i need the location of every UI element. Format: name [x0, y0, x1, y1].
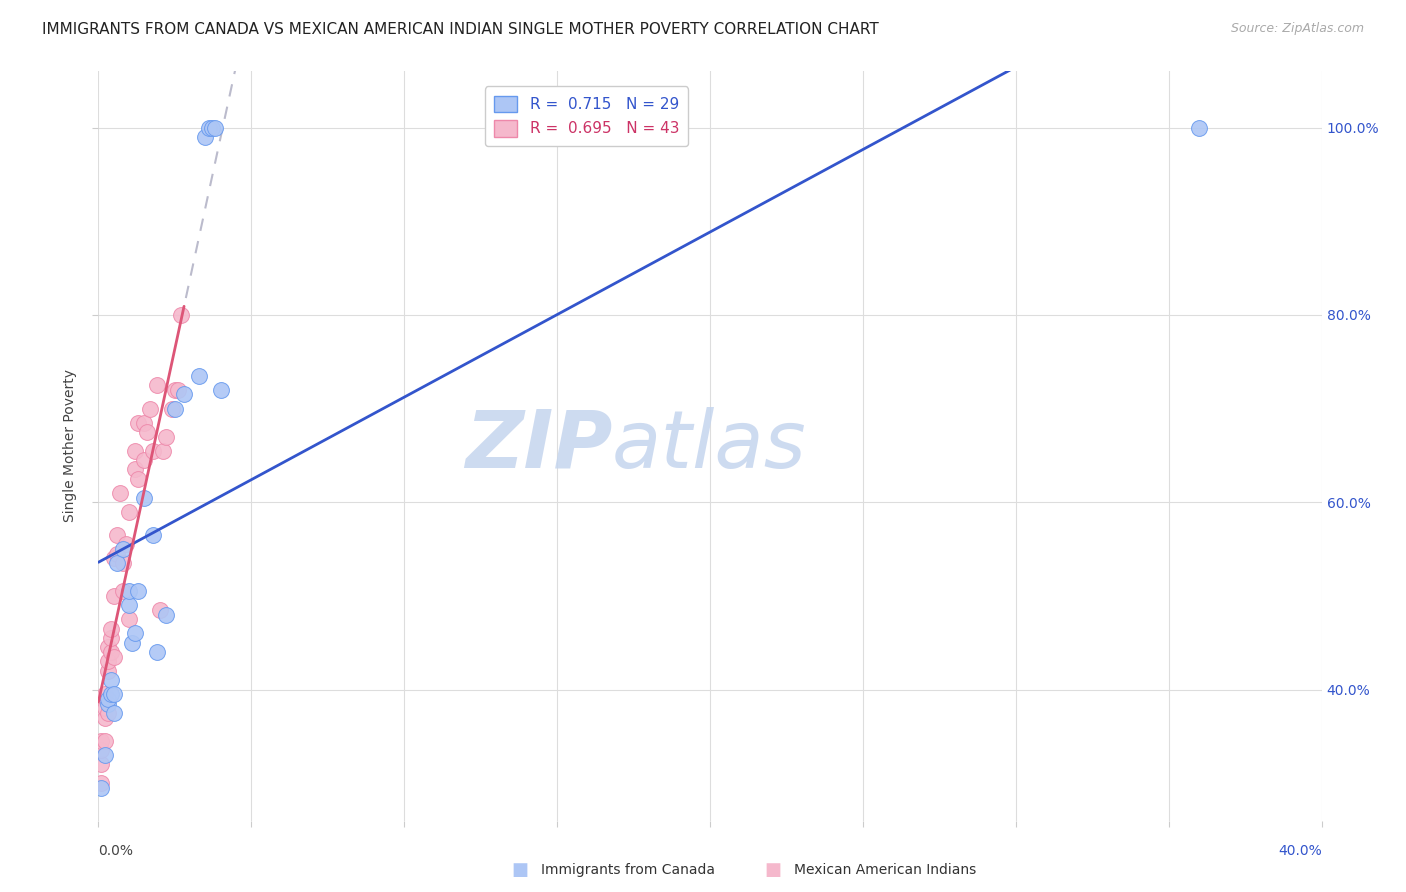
Point [97, 664, 120, 678]
Point [93, 687, 115, 701]
Point [97, 640, 120, 655]
Point [163, 401, 186, 416]
Text: ■: ■ [765, 861, 782, 879]
Point [139, 401, 162, 416]
Point [167, 383, 190, 397]
Point [97, 655, 120, 669]
Text: Immigrants from Canada: Immigrants from Canada [541, 863, 716, 877]
Point [90, 776, 112, 790]
Point [204, 120, 226, 135]
Point [134, 416, 156, 430]
Point [160, 401, 183, 416]
Point [97, 706, 120, 720]
Point [124, 462, 146, 476]
Point [142, 443, 165, 458]
Point [111, 556, 134, 570]
Text: 0.0%: 0.0% [98, 844, 134, 858]
Point [90, 734, 112, 748]
Point [105, 547, 128, 561]
Point [142, 528, 165, 542]
Text: 40.0%: 40.0% [1278, 844, 1322, 858]
Point [124, 626, 146, 640]
Point [100, 687, 122, 701]
Point [115, 537, 138, 551]
Point [136, 425, 159, 439]
Point [103, 687, 125, 701]
Text: Mexican American Indians: Mexican American Indians [794, 863, 977, 877]
Text: ■: ■ [512, 861, 529, 879]
Point [127, 416, 149, 430]
Point [90, 743, 112, 757]
Point [118, 599, 141, 613]
Legend: R =  0.715   N = 29, R =  0.695   N = 43: R = 0.715 N = 29, R = 0.695 N = 43 [485, 87, 688, 145]
Point [173, 387, 195, 401]
Point [188, 368, 211, 383]
Point [103, 706, 125, 720]
Text: IMMIGRANTS FROM CANADA VS MEXICAN AMERICAN INDIAN SINGLE MOTHER POVERTY CORRELAT: IMMIGRANTS FROM CANADA VS MEXICAN AMERIC… [42, 22, 879, 37]
Point [209, 383, 232, 397]
Point [103, 589, 125, 603]
Point [93, 734, 115, 748]
Point [134, 453, 156, 467]
Point [200, 120, 222, 135]
Point [97, 692, 120, 706]
Point [127, 472, 149, 486]
Point [134, 491, 156, 505]
Point [170, 308, 193, 322]
Point [90, 780, 112, 795]
Point [121, 635, 143, 649]
Point [111, 541, 134, 557]
Point [108, 486, 131, 500]
Point [105, 528, 128, 542]
Point [152, 443, 174, 458]
Point [118, 505, 141, 519]
Point [93, 747, 115, 762]
Point [118, 584, 141, 599]
Point [100, 673, 122, 688]
Point [105, 556, 128, 570]
Point [163, 383, 186, 397]
Point [124, 443, 146, 458]
Point [194, 130, 217, 145]
Point [100, 622, 122, 636]
Point [197, 120, 219, 135]
Point [111, 584, 134, 599]
Point [103, 551, 125, 566]
Point [93, 710, 115, 724]
Text: atlas: atlas [612, 407, 807, 485]
Y-axis label: Single Mother Poverty: Single Mother Poverty [63, 369, 77, 523]
Point [97, 697, 120, 711]
Point [100, 631, 122, 645]
Text: ZIP: ZIP [465, 407, 612, 485]
Point [155, 430, 177, 444]
Point [149, 603, 172, 617]
Point [93, 701, 115, 715]
Point [145, 378, 167, 392]
Point [118, 612, 141, 626]
Point [127, 584, 149, 599]
Text: Source: ZipAtlas.com: Source: ZipAtlas.com [1230, 22, 1364, 36]
Point [90, 757, 112, 772]
Point [1188, 120, 1211, 135]
Point [103, 649, 125, 664]
Point [155, 607, 177, 622]
Point [145, 645, 167, 659]
Point [100, 645, 122, 659]
